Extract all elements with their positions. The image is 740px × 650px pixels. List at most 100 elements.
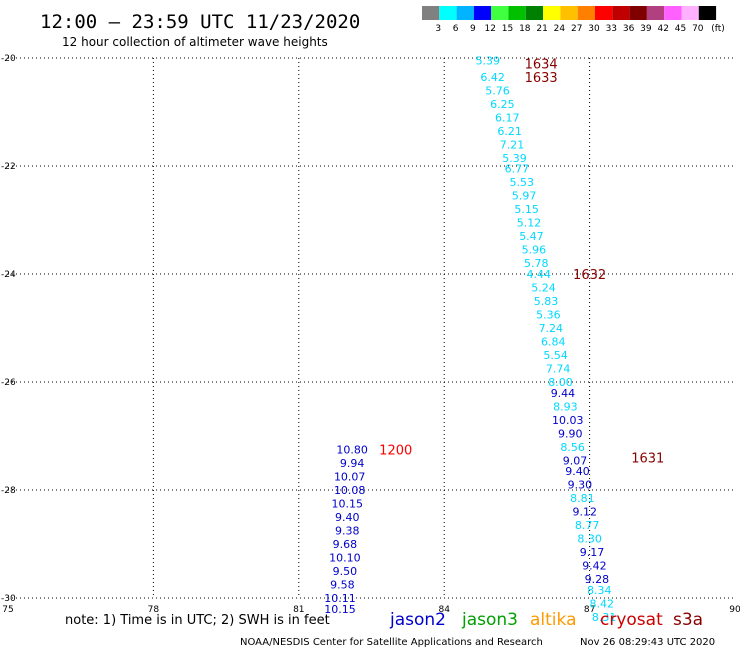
legend-swatch [681,6,699,20]
legend-swatch [698,6,717,20]
plot-axes: 75 78 81 84 87 90 -20 -22 -24 -26 -28 -30 [1,54,740,615]
data-point-label: 5.53 [509,176,534,189]
data-point-label: 9.28 [585,573,610,586]
chart-title: 12:00 – 23:59 UTC 11/23/2020 [40,11,360,33]
plot-grid [8,57,735,599]
legend-swatch [543,6,561,20]
data-point-label: 7.21 [500,138,525,151]
color-legend: 3 6 9 12 15 18 21 24 27 30 33 36 39 42 45 70 [422,6,717,34]
data-point-label: 9.44 [551,387,576,400]
data-point-label: 5.15 [514,203,539,216]
legend-swatch [473,6,492,20]
satellite-label: jason3 [461,610,518,630]
footer-timestamp: Nov 26 08:29:43 UTC 2020 [580,637,715,648]
data-point-label: 10.11 [324,592,356,605]
legend-swatch [664,6,682,20]
data-point-label: 9.58 [330,579,355,592]
data-point-label: 10.15 [332,498,364,511]
data-point-label: 10.10 [329,552,361,565]
data-point-label: 8.42 [589,597,614,610]
data-point-label: 8.31 [592,611,617,624]
legend-swatch [577,6,595,20]
legend-label: 12 [484,24,495,34]
data-point-label: 8.93 [553,400,578,413]
data-point-label: 9.17 [580,546,605,559]
legend-label: 36 [623,24,635,34]
legend-label: 33 [606,24,617,34]
satellite-label: altika [530,610,577,630]
legend-label: 18 [519,24,531,34]
legend-label: 45 [675,24,686,34]
x-tick-label: 81 [293,605,304,615]
legend-label: 24 [554,24,566,34]
data-point-label: 9.07 [563,454,588,467]
legend-label: 21 [536,24,547,34]
data-point-label: 5.97 [512,190,537,203]
legend-label: 15 [502,24,513,34]
data-marks: 5.396.425.766.256.176.217.215.396.775.53… [324,55,664,624]
legend-label: 27 [571,24,582,34]
data-point-label: 5.36 [536,309,561,322]
data-point-label: 5.54 [543,349,568,362]
data-point-label: 10.07 [334,471,366,484]
y-tick-label: -20 [1,54,16,64]
data-point-label: 10.15 [324,603,356,616]
data-point-label: 9.12 [573,506,598,519]
data-point-label: 6.17 [495,111,520,124]
x-tick-label: 87 [584,605,595,615]
data-point-label: 9.40 [335,511,360,524]
data-point-label: 9.42 [582,560,607,573]
data-point-label: 10.08 [334,484,366,497]
footer-note: note: 1) Time is in UTC; 2) SWH is in fe… [65,613,330,628]
data-point-label: 6.25 [490,98,515,111]
chart-subtitle: 12 hour collection of altimeter wave hei… [62,35,328,49]
x-tick-label: 75 [2,605,13,615]
data-point-label: 9.30 [568,479,593,492]
satellite-legend: jason2 jason3 altika cryosat s3a [389,610,703,630]
data-point-label: 10.03 [552,414,584,427]
legend-swatch [508,6,526,20]
footer-credit: NOAA/NESDIS Center for Satellite Applica… [240,637,543,648]
y-tick-label: -28 [1,486,16,496]
legend-swatch [595,6,613,20]
legend-swatch [629,6,647,20]
legend-swatch [646,6,665,20]
data-point-label: 9.40 [565,465,590,478]
data-point-label: 8.00 [548,376,573,389]
legend-label: 39 [640,24,652,34]
legend-unit: (ft) [711,24,725,34]
time-label: 1634 [525,57,558,72]
data-point-label: 5.24 [531,282,556,295]
y-tick-label: -24 [1,270,16,280]
legend-swatch [456,6,474,20]
legend-swatch [422,6,440,20]
data-point-label: 5.78 [524,257,549,270]
data-point-label: 5.83 [534,295,559,308]
data-point-label: 9.38 [335,525,360,538]
legend-label: 70 [692,24,704,34]
data-point-label: 5.39 [502,152,527,165]
legend-label: 42 [657,24,668,34]
satellite-label: s3a [673,610,703,630]
x-tick-label: 90 [729,605,740,615]
data-point-label: 8.81 [570,492,595,505]
data-point-label: 7.74 [546,363,571,376]
data-point-label: 9.50 [333,565,358,578]
data-point-label: 5.12 [517,217,542,230]
legend-swatch [525,6,544,20]
time-label: 1632 [573,268,606,283]
data-point-label: 6.77 [505,163,530,176]
data-point-label: 8.56 [560,441,585,454]
time-label: 1631 [631,452,664,467]
legend-label: 9 [470,24,476,34]
legend-swatch [560,6,578,20]
data-point-label: 6.84 [541,336,566,349]
data-point-label: 5.47 [519,230,544,243]
data-point-label: 9.90 [558,427,583,440]
data-point-label: 6.21 [497,125,522,138]
y-tick-label: -22 [1,162,16,172]
x-tick-label: 84 [438,605,450,615]
legend-swatch [612,6,630,20]
data-point-label: 5.96 [522,244,547,257]
